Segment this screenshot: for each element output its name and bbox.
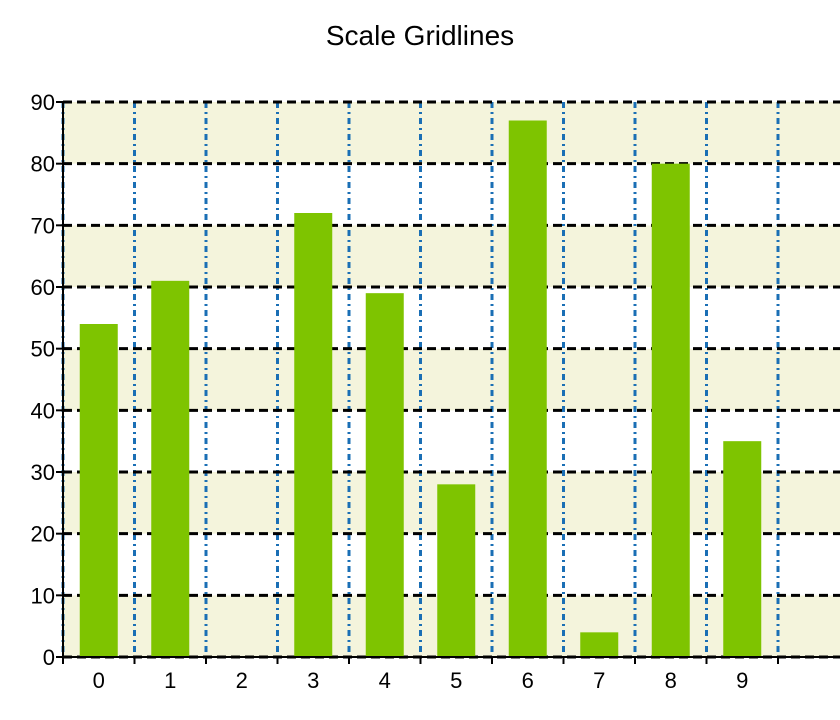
x-tick-label-6: 6 — [522, 668, 534, 693]
bar-1 — [151, 280, 190, 657]
y-tick-labels: 0 10 20 30 40 50 60 70 80 90 — [31, 90, 55, 670]
y-gridlines — [63, 100, 840, 659]
y-tick-label-10: 10 — [31, 583, 55, 608]
x-tick-label-9: 9 — [736, 668, 748, 693]
band-4 — [63, 348, 840, 411]
x-tick-label-0: 0 — [93, 668, 105, 693]
bar-6 — [508, 120, 547, 657]
y-tick-label-0: 0 — [43, 645, 55, 670]
band-7 — [63, 163, 840, 226]
bar-7 — [580, 632, 619, 657]
y-tick-label-90: 90 — [31, 90, 55, 115]
band-6 — [63, 225, 840, 287]
x-tick-label-8: 8 — [665, 668, 677, 693]
band-3 — [63, 410, 840, 472]
bar-4 — [365, 293, 404, 657]
chart-title: Scale Gridlines — [325, 20, 515, 51]
x-tick-label-1: 1 — [164, 668, 176, 693]
x-tick-label-5: 5 — [450, 668, 462, 693]
y-tick-label-80: 80 — [31, 152, 55, 177]
x-tick-label-2: 2 — [236, 668, 248, 693]
axes — [56, 101, 840, 664]
y-tick-label-20: 20 — [31, 522, 55, 547]
y-tick-label-50: 50 — [31, 337, 55, 362]
x-tick-label-3: 3 — [307, 668, 319, 693]
y-tick-label-60: 60 — [31, 275, 55, 300]
x-tick-label-7: 7 — [593, 668, 605, 693]
x-tick-label-4: 4 — [379, 668, 391, 693]
y-tick-label-70: 70 — [31, 213, 55, 238]
x-tick-labels: 0 1 2 3 4 5 6 7 8 9 — [93, 668, 749, 693]
y-tick-label-30: 30 — [31, 460, 55, 485]
plot-background-bands — [63, 102, 840, 657]
bar-3 — [294, 213, 333, 657]
bar-0 — [79, 324, 118, 657]
y-tick-label-40: 40 — [31, 398, 55, 423]
bars — [79, 120, 762, 657]
band-8 — [63, 102, 840, 164]
bar-8 — [651, 163, 690, 657]
band-5 — [63, 287, 840, 349]
bar-9 — [723, 441, 762, 657]
bar-5 — [437, 484, 476, 657]
